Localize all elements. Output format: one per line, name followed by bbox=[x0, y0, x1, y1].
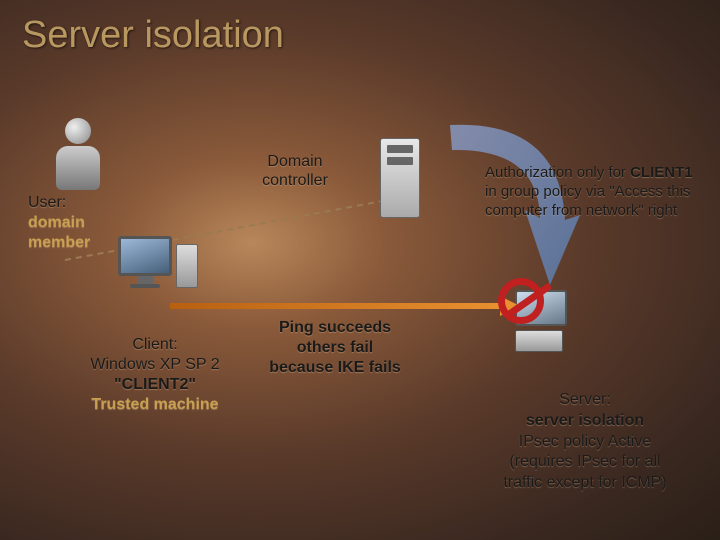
user-icon bbox=[56, 118, 100, 190]
server-l4: (requires IPsec for all bbox=[509, 453, 660, 470]
client-l1: Client: bbox=[132, 336, 177, 353]
slide-title: Server isolation bbox=[22, 14, 284, 57]
ping-label: Ping succeeds others fail because IKE fa… bbox=[250, 318, 420, 378]
user-server-line bbox=[60, 190, 420, 270]
dc-label: Domain controller bbox=[235, 152, 355, 190]
ping-l2: others fail bbox=[297, 339, 373, 356]
client-label: Client: Windows XP SP 2 "CLIENT2" Truste… bbox=[70, 335, 240, 415]
dc-l2: controller bbox=[262, 172, 328, 189]
dc-l1: Domain bbox=[267, 153, 322, 170]
auth-label: Authorization only for CLIENT1 in group … bbox=[485, 164, 705, 220]
auth-bold: CLIENT1 bbox=[630, 164, 693, 181]
server-l2: server isolation bbox=[526, 412, 644, 429]
server-l1: Server: bbox=[559, 391, 611, 408]
ping-l1: Ping succeeds bbox=[279, 319, 391, 336]
client-l4: Trusted machine bbox=[91, 396, 218, 413]
client-l3: "CLIENT2" bbox=[114, 376, 196, 393]
ping-l3: because IKE fails bbox=[269, 359, 401, 376]
client-computer-icon bbox=[118, 236, 172, 288]
domain-controller-icon bbox=[380, 138, 420, 218]
server-l5: traffic except for ICMP) bbox=[503, 474, 666, 491]
server-l3: IPsec policy Active bbox=[519, 433, 652, 450]
auth-pre: Authorization only for bbox=[485, 164, 630, 181]
ping-arrow bbox=[170, 296, 520, 316]
prohibit-icon bbox=[498, 278, 544, 324]
client-l2: Windows XP SP 2 bbox=[90, 356, 219, 373]
server-label: Server: server isolation IPsec policy Ac… bbox=[460, 390, 710, 494]
auth-post: in group policy via "Access this compute… bbox=[485, 183, 690, 219]
